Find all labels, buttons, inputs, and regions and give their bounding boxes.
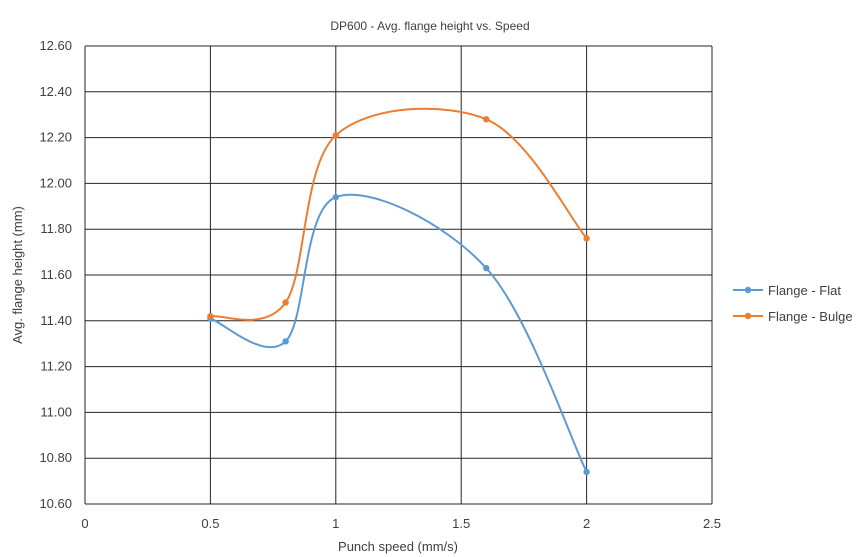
x-tick-label: 0.5 bbox=[201, 516, 219, 531]
data-point-flange-flat bbox=[332, 193, 339, 201]
y-tick-label: 10.80 bbox=[39, 450, 72, 465]
legend-marker-flange-bulge bbox=[744, 312, 752, 320]
y-tick-label: 12.60 bbox=[39, 38, 72, 53]
series-line-flange-flat bbox=[210, 193, 588, 473]
legend: Flange - Flat Flange - Bulge bbox=[733, 283, 853, 324]
y-tick-label: 11.20 bbox=[40, 359, 72, 374]
x-tick-label: 0 bbox=[81, 516, 88, 531]
x-axis-label: Punch speed (mm/s) bbox=[338, 539, 458, 554]
y-tick-label: 11.80 bbox=[40, 221, 72, 236]
series-group bbox=[207, 107, 590, 476]
x-tick-label: 1.5 bbox=[452, 516, 470, 531]
data-point-flange-bulge bbox=[282, 299, 289, 306]
y-tick-label: 11.40 bbox=[40, 313, 72, 328]
y-axis-ticks: 10.60 10.80 11.00 11.20 11.40 11.60 11.80 12.00… bbox=[39, 38, 72, 511]
chart-title: DP600 - Avg. flange height vs. Speed bbox=[330, 19, 529, 33]
x-tick-label: 2 bbox=[583, 516, 590, 531]
data-point-flange-flat bbox=[483, 264, 490, 272]
legend-label-flange-bulge: Flange - Bulge bbox=[768, 309, 853, 324]
x-axis-ticks: 0 0.5 1 1.5 2 2.5 bbox=[81, 516, 721, 531]
y-tick-label: 11.00 bbox=[40, 404, 72, 419]
y-tick-label: 12.40 bbox=[39, 84, 72, 99]
grid bbox=[84, 45, 713, 505]
data-point-flange-flat bbox=[583, 468, 590, 476]
y-tick-label: 11.60 bbox=[40, 267, 72, 282]
series-line-flange-bulge bbox=[210, 107, 588, 321]
legend-label-flange-flat: Flange - Flat bbox=[768, 283, 841, 298]
y-tick-label: 12.20 bbox=[39, 130, 72, 145]
data-point-flange-flat bbox=[282, 338, 289, 345]
legend-marker-flange-flat bbox=[744, 286, 752, 294]
data-point-flange-bulge bbox=[332, 132, 339, 139]
data-point-flange-bulge bbox=[207, 313, 214, 320]
data-point-flange-bulge bbox=[483, 116, 490, 123]
data-point-flange-bulge bbox=[583, 235, 590, 242]
y-axis-label: Avg. flange height (mm) bbox=[10, 206, 25, 344]
y-tick-label: 10.60 bbox=[39, 496, 72, 511]
x-tick-label: 2.5 bbox=[703, 516, 721, 531]
x-tick-label: 1 bbox=[332, 516, 339, 531]
y-tick-label: 12.00 bbox=[39, 175, 72, 190]
